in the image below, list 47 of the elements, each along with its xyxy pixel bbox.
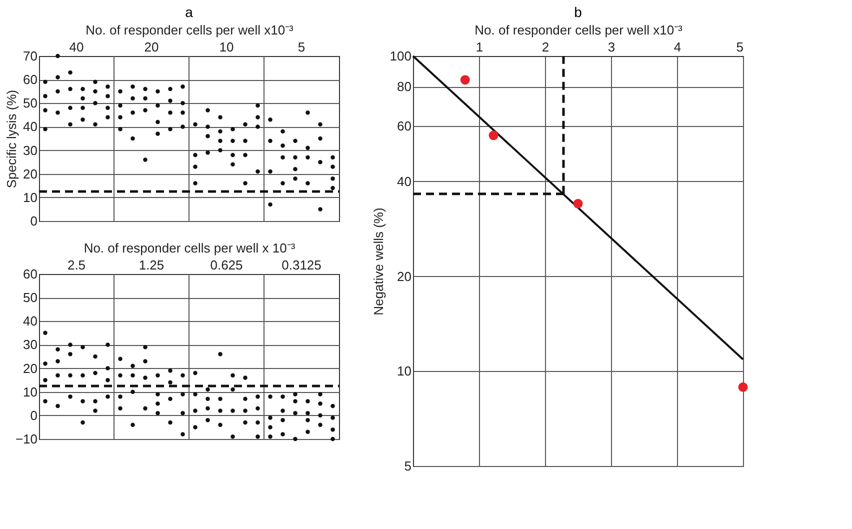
- y-tick-label: 20: [397, 268, 412, 284]
- y-tick-label: 40: [397, 174, 412, 189]
- x-tick-label: 4: [674, 40, 682, 54]
- y-tick-label: 60: [23, 266, 38, 282]
- y-tick-label: 5: [404, 458, 412, 474]
- chart-title: b: [574, 4, 582, 20]
- y-axis-title: Negative wells (%): [370, 208, 386, 316]
- point: [488, 130, 498, 140]
- point: [460, 75, 470, 85]
- x-tick-label: 10: [219, 40, 234, 54]
- y-axis-title: Specific lysis (%): [4, 90, 20, 188]
- x-tick-label: 20: [144, 40, 159, 54]
- x-tick-label: 2.5: [67, 258, 86, 272]
- y-tick-label: 30: [23, 337, 38, 352]
- y-tick-label: 60: [23, 72, 38, 88]
- x-tick-label: 40: [69, 40, 84, 54]
- y-tick-label: −10: [15, 432, 38, 446]
- y-tick-label: 20: [23, 360, 38, 376]
- chart-title: a: [185, 4, 194, 20]
- x-tick-label: 5: [298, 40, 306, 54]
- y-tick-label: 20: [23, 166, 38, 182]
- y-tick-label: 60: [397, 118, 412, 134]
- x-tick-label: 1.25: [138, 258, 164, 272]
- x-tick-label: 3: [608, 40, 616, 54]
- x-axis-title: No. of responder cells per well x10⁻³: [474, 22, 684, 38]
- y-tick-label: 50: [23, 96, 38, 111]
- y-tick-label: 70: [23, 48, 38, 64]
- point: [738, 382, 748, 392]
- x-tick-label: 0.3125: [282, 258, 322, 272]
- y-tick-label: 0: [30, 408, 38, 423]
- x-axis-title: No. of responder cells per well x10⁻³: [86, 22, 294, 38]
- y-tick-label: 10: [397, 364, 412, 379]
- y-tick-label: 10: [23, 190, 38, 205]
- x-tick-label: 0.625: [210, 258, 243, 272]
- x-tick-label: 2: [542, 40, 550, 54]
- y-tick-label: 100: [390, 48, 412, 64]
- y-tick-label: 0: [30, 214, 38, 228]
- point: [573, 198, 583, 208]
- y-tick-label: 80: [397, 79, 412, 94]
- y-tick-label: 40: [23, 119, 38, 134]
- x-tick-label: 1: [476, 40, 484, 54]
- x-tick-label: 5: [736, 40, 744, 54]
- y-tick-label: 10: [23, 384, 38, 400]
- x-axis-title: No. of responder cells per well x 10⁻³: [84, 240, 296, 256]
- y-tick-label: 30: [23, 142, 38, 158]
- y-tick-label: 40: [23, 314, 38, 329]
- y-tick-label: 50: [23, 290, 38, 306]
